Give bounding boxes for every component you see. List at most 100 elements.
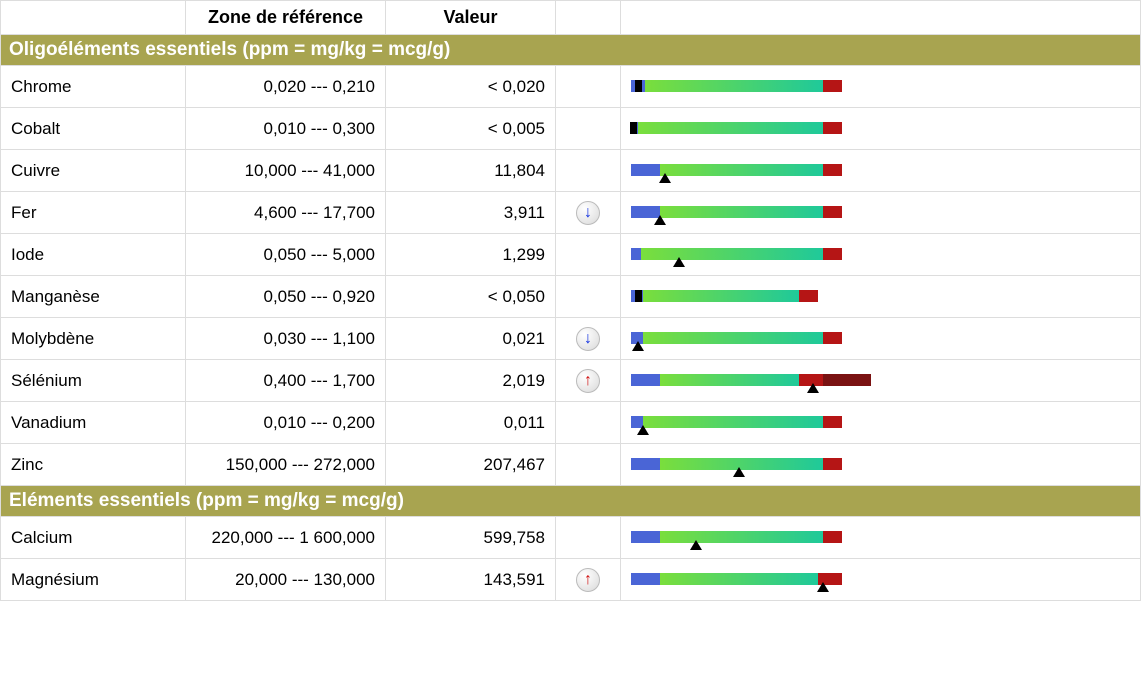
bar-cell: [621, 318, 1141, 360]
col-name: [1, 1, 186, 35]
table-row: Vanadium0,010 --- 0,2000,011: [1, 402, 1141, 444]
bar-pointer: [817, 582, 829, 592]
range-bar: [631, 117, 871, 141]
reference-range: 0,010 --- 0,300: [186, 108, 386, 150]
bar-pointer: [690, 540, 702, 550]
bar-pointer: [632, 341, 644, 351]
range-bar: [631, 285, 871, 309]
trend-cell: ↑: [556, 360, 621, 402]
trend-cell: [556, 444, 621, 486]
element-name: Vanadium: [1, 402, 186, 444]
section-header: Eléments essentiels (ppm = mg/kg = mcg/g…: [1, 486, 1141, 517]
measured-value: 1,299: [386, 234, 556, 276]
table-row: Cuivre10,000 --- 41,00011,804: [1, 150, 1141, 192]
trend-cell: [556, 150, 621, 192]
measured-value: 11,804: [386, 150, 556, 192]
range-bar: [631, 526, 871, 550]
element-name: Molybdène: [1, 318, 186, 360]
table-row: Cobalt0,010 --- 0,300< 0,005: [1, 108, 1141, 150]
header-row: Zone de référence Valeur: [1, 1, 1141, 35]
range-bar: [631, 369, 871, 393]
measured-value: < 0,020: [386, 66, 556, 108]
bar-cell: [621, 234, 1141, 276]
trend-cell: ↑: [556, 559, 621, 601]
trend-cell: ↓: [556, 318, 621, 360]
arrow-down-icon: ↓: [576, 327, 600, 351]
measured-value: 599,758: [386, 517, 556, 559]
bar-pointer: [659, 173, 671, 183]
trend-cell: ↓: [556, 192, 621, 234]
arrow-down-icon: ↓: [576, 201, 600, 225]
bar-cell: [621, 108, 1141, 150]
lab-results-table: Zone de référence Valeur Oligoéléments e…: [0, 0, 1141, 601]
measured-value: < 0,050: [386, 276, 556, 318]
measured-value: 143,591: [386, 559, 556, 601]
range-bar: [631, 75, 871, 99]
reference-range: 220,000 --- 1 600,000: [186, 517, 386, 559]
col-bar: [621, 1, 1141, 35]
trend-cell: [556, 517, 621, 559]
reference-range: 4,600 --- 17,700: [186, 192, 386, 234]
range-bar: [631, 568, 871, 592]
table-row: Fer4,600 --- 17,7003,911 ↓: [1, 192, 1141, 234]
element-name: Chrome: [1, 66, 186, 108]
element-name: Fer: [1, 192, 186, 234]
range-bar: [631, 411, 871, 435]
section-header: Oligoéléments essentiels (ppm = mg/kg = …: [1, 35, 1141, 66]
bar-cell: [621, 559, 1141, 601]
measured-value: 0,021: [386, 318, 556, 360]
range-bar: [631, 243, 871, 267]
element-name: Cuivre: [1, 150, 186, 192]
element-name: Magnésium: [1, 559, 186, 601]
reference-range: 0,020 --- 0,210: [186, 66, 386, 108]
bar-pointer: [673, 257, 685, 267]
reference-range: 150,000 --- 272,000: [186, 444, 386, 486]
element-name: Manganèse: [1, 276, 186, 318]
section-title: Oligoéléments essentiels (ppm = mg/kg = …: [1, 35, 1141, 66]
table-row: Molybdène0,030 --- 1,1000,021 ↓: [1, 318, 1141, 360]
trend-cell: [556, 108, 621, 150]
bar-cell: [621, 360, 1141, 402]
col-reference: Zone de référence: [186, 1, 386, 35]
measured-value: 3,911: [386, 192, 556, 234]
table-row: Manganèse0,050 --- 0,920< 0,050: [1, 276, 1141, 318]
reference-range: 0,050 --- 0,920: [186, 276, 386, 318]
reference-range: 10,000 --- 41,000: [186, 150, 386, 192]
element-name: Cobalt: [1, 108, 186, 150]
table-row: Iode0,050 --- 5,0001,299: [1, 234, 1141, 276]
bar-pointer: [733, 467, 745, 477]
bar-pointer: [654, 215, 666, 225]
table-row: Calcium220,000 --- 1 600,000599,758: [1, 517, 1141, 559]
reference-range: 0,050 --- 5,000: [186, 234, 386, 276]
measured-value: < 0,005: [386, 108, 556, 150]
measured-value: 0,011: [386, 402, 556, 444]
bar-pointer: [637, 425, 649, 435]
reference-range: 20,000 --- 130,000: [186, 559, 386, 601]
col-indicator: [556, 1, 621, 35]
reference-range: 0,400 --- 1,700: [186, 360, 386, 402]
bar-cell: [621, 150, 1141, 192]
arrow-up-icon: ↑: [576, 568, 600, 592]
trend-cell: [556, 66, 621, 108]
table-row: Sélénium0,400 --- 1,7002,019↑: [1, 360, 1141, 402]
bar-pointer: [630, 122, 637, 134]
bar-cell: [621, 402, 1141, 444]
bar-cell: [621, 444, 1141, 486]
bar-cell: [621, 276, 1141, 318]
element-name: Iode: [1, 234, 186, 276]
bar-pointer: [635, 80, 642, 92]
trend-cell: [556, 234, 621, 276]
reference-range: 0,030 --- 1,100: [186, 318, 386, 360]
bar-cell: [621, 517, 1141, 559]
bar-cell: [621, 192, 1141, 234]
table-row: Magnésium20,000 --- 130,000143,591 ↑: [1, 559, 1141, 601]
table-row: Zinc150,000 --- 272,000207,467: [1, 444, 1141, 486]
section-title: Eléments essentiels (ppm = mg/kg = mcg/g…: [1, 486, 1141, 517]
element-name: Calcium: [1, 517, 186, 559]
range-bar: [631, 327, 871, 351]
arrow-up-icon: ↑: [576, 369, 600, 393]
trend-cell: [556, 402, 621, 444]
reference-range: 0,010 --- 0,200: [186, 402, 386, 444]
bar-pointer: [635, 290, 642, 302]
element-name: Sélénium: [1, 360, 186, 402]
